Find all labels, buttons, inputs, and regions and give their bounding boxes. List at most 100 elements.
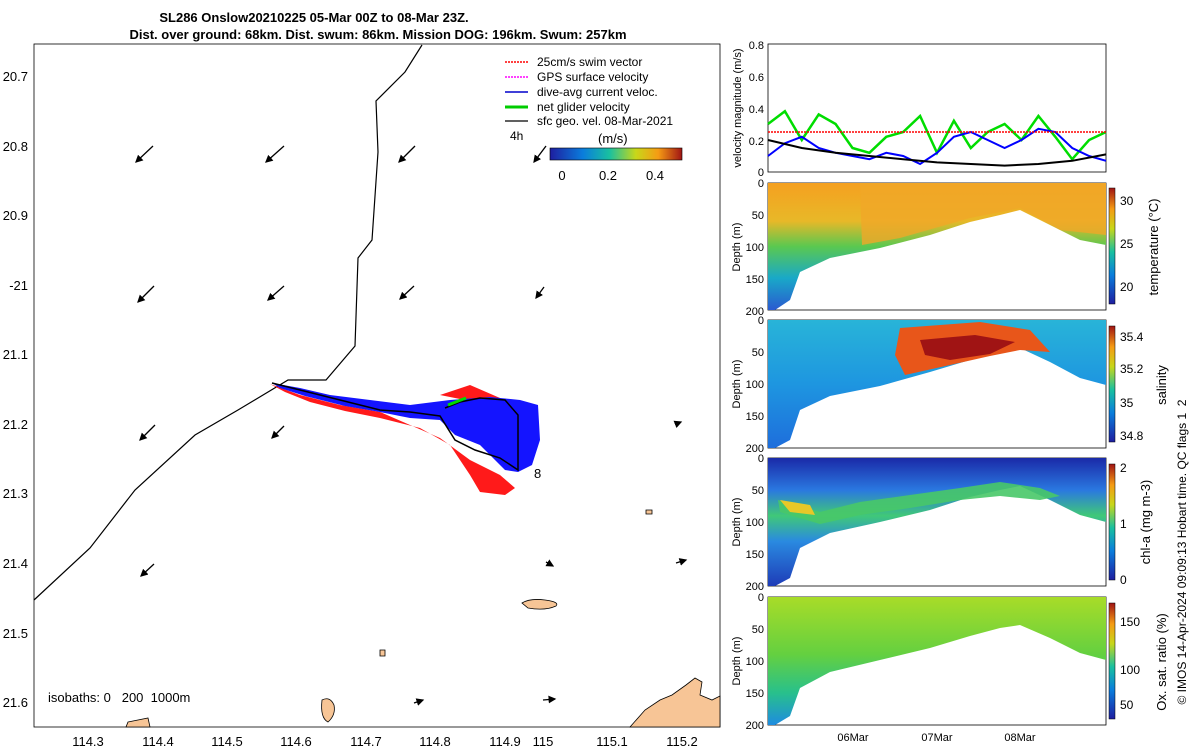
vel-ytick: 0.8: [749, 40, 764, 52]
colorbar-tick: 0.2: [599, 168, 617, 183]
geo-arrow: [139, 424, 156, 441]
oxygen-panel: [767, 596, 1107, 726]
title-line-2: Dist. over ground: 68km. Dist. swum: 86k…: [129, 27, 626, 42]
current-vector-swath: [272, 383, 540, 472]
geo-arrow: [542, 695, 557, 704]
glider-track: [271, 382, 519, 472]
salinity-label: salinity: [1154, 365, 1169, 405]
temperature-colorbar: [1108, 187, 1116, 305]
depth-axes: 0 50 100 150 200 Depth (m) 0 50 100 150 200 Depth (…: [731, 178, 764, 732]
section-colorbars: 30 25 20 temperature (°C) 35.4 35.2 35 3…: [1108, 187, 1169, 720]
depth-tick: 100: [746, 242, 764, 254]
cbar-tick: 25: [1120, 237, 1134, 251]
cbar-tick: 30: [1120, 194, 1134, 208]
vel-ytick: 0: [758, 167, 764, 179]
chl-panel: [767, 457, 1107, 587]
geo-arrow: [675, 558, 688, 566]
lat-tick: 20.7: [3, 69, 28, 84]
colorbar-tick: 0.4: [646, 168, 664, 183]
cbar-tick: 100: [1120, 663, 1140, 677]
geo-arrow: [399, 285, 415, 300]
depth-tick: 100: [746, 656, 764, 668]
geo-arrow: [413, 698, 425, 706]
salinity-colorbar: [1108, 325, 1116, 443]
geo-arrow: [673, 420, 683, 429]
cbar-tick: 20: [1120, 280, 1134, 294]
depth-tick: 50: [752, 347, 764, 359]
speed-colorbar: [549, 147, 683, 161]
depth-tick: 0: [758, 592, 764, 604]
lat-tick: 21.5: [3, 626, 28, 641]
map-frame: [33, 43, 721, 728]
legend-label: net glider velocity: [537, 100, 630, 114]
depth-axis-label: Depth (m): [731, 498, 743, 547]
title-line-1: SL286 Onslow20210225 05-Mar 00Z to 08-Ma…: [159, 10, 468, 25]
temperature-warm-layer: [860, 183, 1106, 245]
depth-tick: 0: [758, 453, 764, 465]
x-tick: 07Mar: [921, 732, 953, 744]
map-panel: 8: [3, 43, 721, 749]
chl-label: chl-a (mg m-3): [1138, 480, 1153, 565]
colorbar-tick: 0: [558, 168, 565, 183]
geo-arrow: [135, 145, 154, 163]
chl-colorbar: [1108, 463, 1116, 581]
depth-tick: 50: [752, 624, 764, 636]
depth-tick: 150: [746, 274, 764, 286]
depth-axis-label: Depth (m): [731, 360, 743, 409]
map-lon-ticks: 114.3 114.4 114.5 114.6 114.7 114.8 114.…: [72, 734, 698, 749]
island: [521, 599, 558, 610]
lat-tick: 20.8: [3, 139, 28, 154]
cbar-tick: 2: [1120, 461, 1127, 475]
temperature-label: temperature (°C): [1146, 199, 1161, 296]
depth-tick: 100: [746, 379, 764, 391]
map-legend: 25cm/s swim vector GPS surface velocity …: [505, 55, 683, 183]
geo-arrow: [545, 559, 555, 567]
x-tick: 08Mar: [1004, 732, 1036, 744]
depth-tick: 200: [746, 720, 764, 732]
oxygen-field: [768, 597, 1106, 725]
temperature-field: [768, 183, 1106, 310]
depth-axis-label: Depth (m): [731, 223, 743, 272]
isobaths-label: isobaths: 0 200 1000m: [48, 690, 190, 705]
velocity-panel: 0.8 0.6 0.4 0.2 0 velocity magnitude (m/…: [732, 40, 1107, 179]
velocity-yticks: 0.8 0.6 0.4 0.2 0: [749, 40, 764, 179]
cbar-tick: 35.4: [1120, 330, 1144, 344]
oxygen-label: Ox. sat. ratio (%): [1154, 613, 1169, 711]
map-lat-ticks: 20.7 20.8 20.9 -21 21.1 21.2 21.3 21.4 2…: [3, 69, 28, 710]
depth-tick: 0: [758, 315, 764, 327]
lat-tick: 20.9: [3, 208, 28, 223]
lat-tick: -21: [9, 278, 28, 293]
day-marker: 8: [534, 466, 541, 481]
temperature-panel: [767, 182, 1107, 311]
lon-tick: 115: [533, 734, 554, 749]
cbar-tick: 150: [1120, 615, 1140, 629]
depth-axis-label: Depth (m): [731, 637, 743, 686]
salinity-core: [920, 335, 1015, 360]
velocity-ylabel: velocity magnitude (m/s): [732, 48, 744, 167]
legend-label: GPS surface velocity: [537, 70, 648, 84]
cbar-tick: 34.8: [1120, 429, 1144, 443]
velocity-series: [767, 109, 1107, 167]
lon-tick: 115.1: [596, 734, 628, 749]
velocity-series-line: [767, 139, 1107, 167]
lon-tick: 114.6: [280, 734, 312, 749]
lon-tick: 114.9: [489, 734, 521, 749]
chl-yellow-patch: [780, 500, 815, 515]
cbar-tick: 50: [1120, 698, 1134, 712]
lon-tick: 114.8: [419, 734, 451, 749]
vel-ytick: 0.4: [749, 104, 764, 116]
island: [645, 509, 653, 515]
lon-tick: 114.7: [350, 734, 382, 749]
lon-tick: 114.5: [211, 734, 243, 749]
geo-arrow: [398, 145, 416, 163]
island: [125, 717, 151, 728]
geo-arrow: [533, 145, 547, 164]
legend-label: sfc geo. vel. 08-Mar-2021: [537, 114, 673, 128]
island: [321, 698, 335, 723]
colorbar-label: (m/s): [598, 131, 628, 146]
lat-tick: 21.3: [3, 486, 28, 501]
cbar-tick: 35.2: [1120, 362, 1144, 376]
salinity-field: [768, 320, 1106, 448]
geo-arrow: [535, 286, 545, 300]
net-velocity-segment: [447, 396, 467, 407]
